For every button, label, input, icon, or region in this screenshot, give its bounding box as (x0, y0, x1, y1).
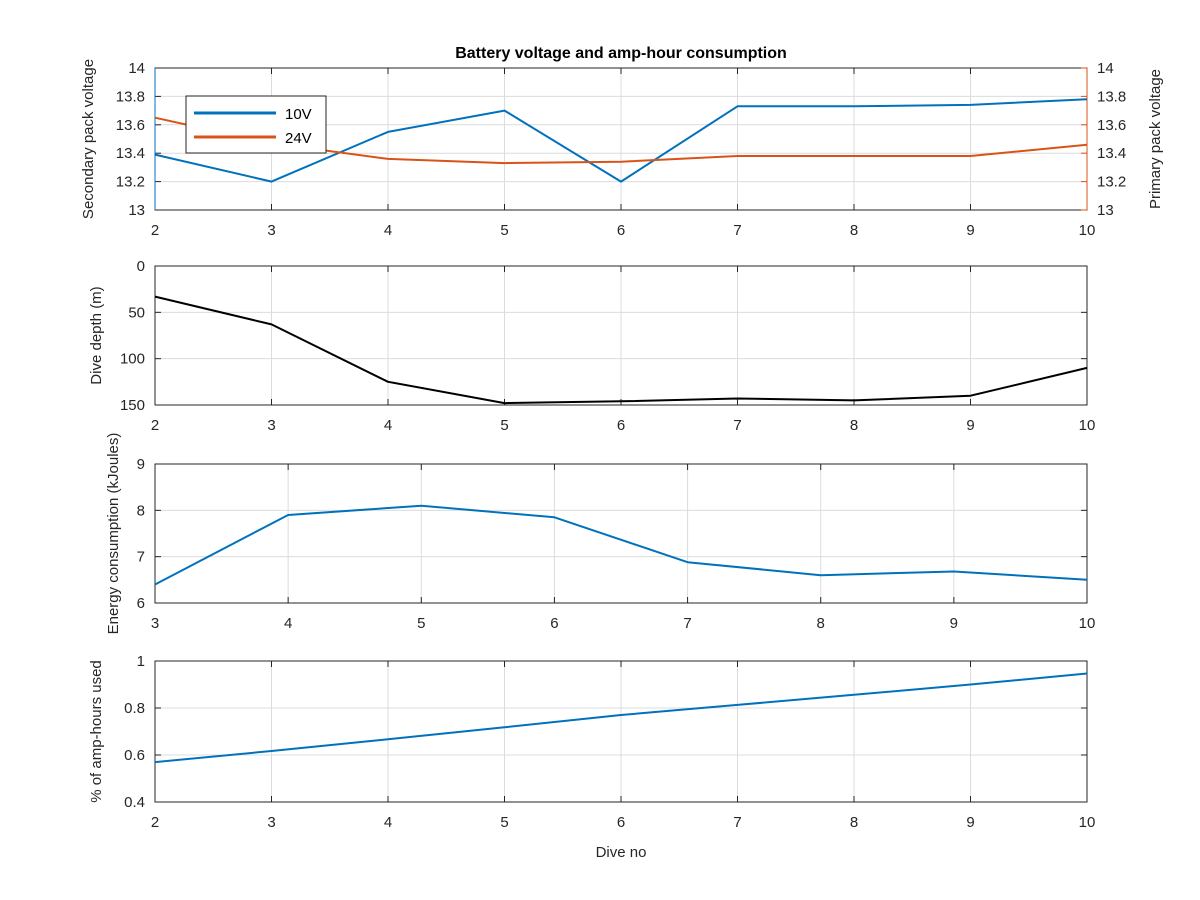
x-tick-label: 2 (151, 222, 159, 239)
y-tick-label-right: 13.8 (1097, 88, 1126, 105)
x-tick-label: 7 (733, 417, 741, 434)
x-tick-label: 3 (267, 814, 275, 831)
x-tick-label: 9 (966, 814, 974, 831)
series-line-depth-0 (154, 295, 1088, 405)
y-tick-label: 13.8 (116, 88, 145, 105)
x-tick-label: 2 (151, 417, 159, 434)
x-tick-label: 6 (617, 222, 625, 239)
x-tick-label: 3 (151, 615, 159, 632)
x-tick-label: 8 (850, 222, 858, 239)
series-line-energy-0 (154, 504, 1088, 586)
x-tick-label: 9 (966, 417, 974, 434)
y-tick-label-right: 13.6 (1097, 117, 1126, 134)
y-tick-label: 6 (137, 595, 145, 612)
y-axis-label: Dive depth (m) (88, 286, 105, 384)
y-tick-label-right: 13 (1097, 202, 1114, 219)
y-tick-label: 50 (128, 304, 145, 321)
x-tick-label: 10 (1079, 814, 1096, 831)
y-tick-label: 13 (128, 202, 145, 219)
x-tick-label: 4 (384, 417, 392, 434)
axes-box (154, 463, 1088, 604)
x-tick-label: 5 (500, 814, 508, 831)
legend-box (185, 95, 327, 154)
x-axis-label: Dive no (596, 844, 647, 861)
x-tick-label: 5 (500, 222, 508, 239)
x-tick-label: 4 (384, 814, 392, 831)
x-tick-label: 5 (500, 417, 508, 434)
x-tick-label: 6 (550, 615, 558, 632)
y-axis-label: Secondary pack voltage (80, 59, 97, 219)
x-tick-label: 3 (267, 222, 275, 239)
x-tick-label: 7 (683, 615, 691, 632)
y-tick-label: 1 (137, 653, 145, 670)
x-tick-label: 3 (267, 417, 275, 434)
subplots: 2 3 4 5 6 7 8 9 101313.213.413.613.8141313.213.4… (80, 59, 1164, 861)
y-axis-label: % of amp-hours used (88, 660, 105, 803)
x-tick-label: 8 (850, 417, 858, 434)
x-tick-label: 10 (1079, 222, 1096, 239)
y-tick-label: 13.2 (116, 174, 145, 191)
y-tick-label: 0.6 (124, 747, 145, 764)
x-tick-label: 7 (733, 222, 741, 239)
series-line-amphours-0 (154, 672, 1088, 764)
x-tick-label: 4 (284, 615, 292, 632)
y-tick-label: 8 (137, 502, 145, 519)
x-tick-label: 8 (817, 615, 825, 632)
y-tick-label: 13.6 (116, 117, 145, 134)
y-axis-label: Energy consumption (kJoules) (105, 433, 122, 635)
y-tick-label: 0.4 (124, 794, 145, 811)
series-line-10V (154, 98, 1088, 183)
figure-title: Battery voltage and amp-hour consumption (455, 45, 787, 62)
y-tick-label-right: 13.2 (1097, 174, 1126, 191)
subplot-voltage: 2 3 4 5 6 7 8 9 101313.213.413.613.8141313.213.4… (80, 59, 1164, 239)
y-tick-label: 0.8 (124, 700, 145, 717)
legend-label-24V: 24V (285, 130, 312, 147)
x-tick-label: 4 (384, 222, 392, 239)
y-tick-label: 100 (120, 351, 145, 368)
y-tick-label: 150 (120, 397, 145, 414)
x-tick-label: 6 (617, 814, 625, 831)
x-tick-label: 5 (417, 615, 425, 632)
x-tick-label: 2 (151, 814, 159, 831)
x-tick-label: 9 (966, 222, 974, 239)
x-tick-label: 6 (617, 417, 625, 434)
x-tick-label: 7 (733, 814, 741, 831)
y-axis-label-right: Primary pack voltage (1147, 69, 1164, 209)
y-tick-label: 13.4 (116, 145, 145, 162)
y-tick-label-right: 13.4 (1097, 145, 1126, 162)
subplot-amphours: 2 3 4 5 6 7 8 9 10 0.4 0.6 0.8 1 % of amp-hours used D… (88, 653, 1095, 861)
x-tick-label: 10 (1079, 417, 1096, 434)
y-tick-label: 0 (137, 258, 145, 275)
subplot-energy: 3 4 5 6 7 8 9 10 6 7 8 9 Energy consumption (kJoules… (105, 433, 1095, 635)
x-tick-label: 10 (1079, 615, 1096, 632)
y-tick-label: 9 (137, 456, 145, 473)
x-tick-label: 9 (950, 615, 958, 632)
y-tick-label: 7 (137, 549, 145, 566)
y-tick-label: 14 (128, 60, 145, 77)
x-tick-label: 8 (850, 814, 858, 831)
y-tick-label-right: 14 (1097, 60, 1114, 77)
legend-label-10V: 10V (285, 106, 312, 123)
